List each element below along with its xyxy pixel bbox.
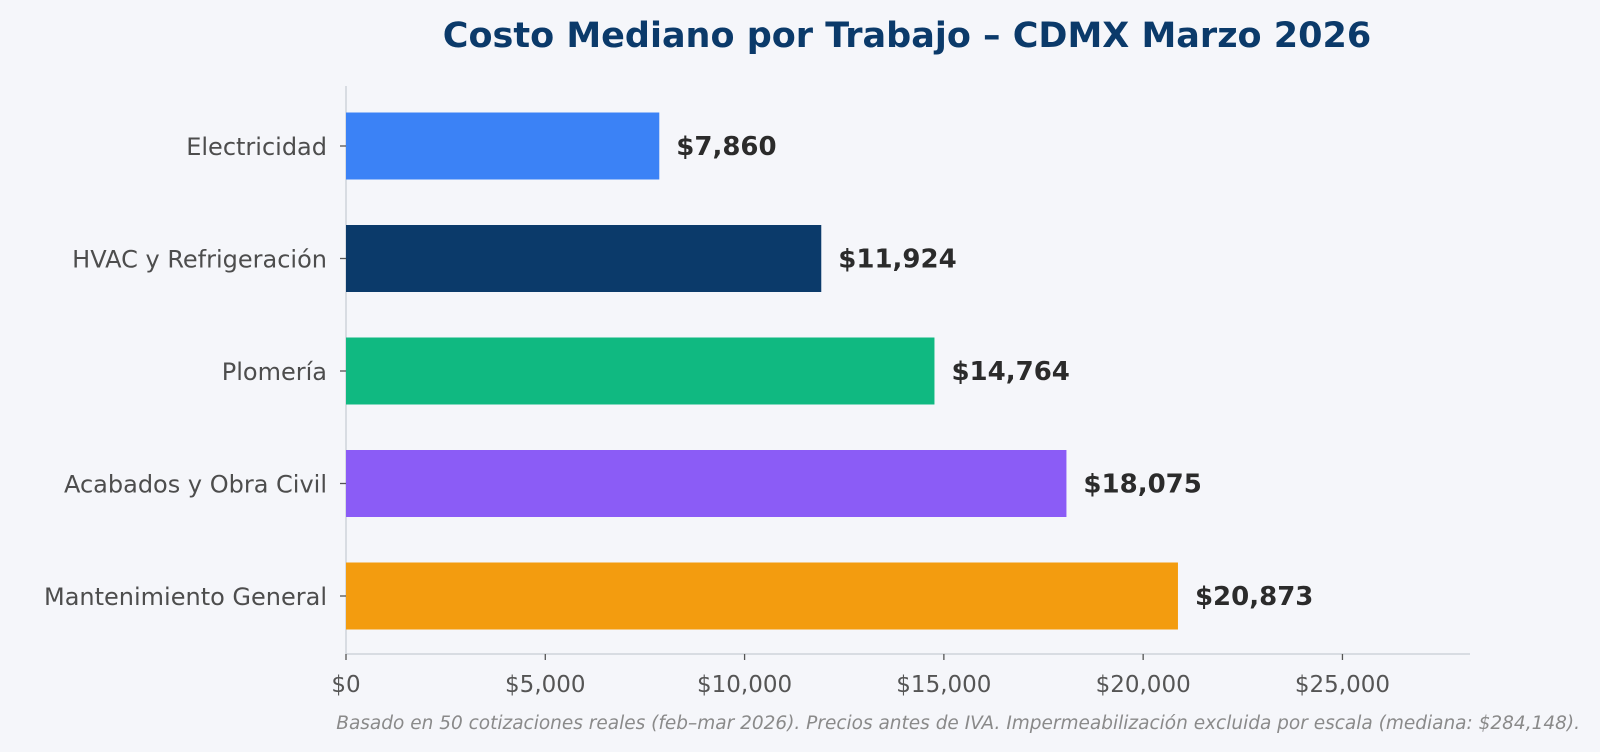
x-tick-label: $0 [331,672,360,698]
x-tick-label: $5,000 [505,672,585,698]
chart-title: Costo Mediano por Trabajo – CDMX Marzo 2… [443,16,1371,56]
category-label: Plomería [222,358,327,386]
value-label: $7,860 [676,132,776,162]
value-label: $20,873 [1195,582,1313,612]
bar [346,112,660,180]
bar [346,225,822,292]
category-label: HVAC y Refrigeración [72,246,327,274]
category-label: Electricidad [186,133,327,161]
bar [346,337,935,405]
footnote: Basado en 50 cotizaciones reales (feb–ma… [336,713,1580,734]
bar [346,450,1067,517]
value-label: $18,075 [1083,470,1201,500]
value-label: $14,764 [951,357,1069,387]
value-label: $11,924 [838,245,956,275]
x-axis: $0 $5,000 $10,000 $15,000 $20,000 $25,000 [331,654,1390,698]
x-tick-label: $25,000 [1295,672,1390,698]
category-label: Mantenimiento General [44,583,327,611]
x-tick-label: $15,000 [896,672,991,698]
bars-group: Electricidad $7,860 HVAC y Refrigeración $1… [44,112,1313,630]
x-tick-label: $20,000 [1096,672,1191,698]
category-label: Acabados y Obra Civil [64,471,327,499]
bar [346,562,1178,630]
x-tick-label: $10,000 [697,672,792,698]
